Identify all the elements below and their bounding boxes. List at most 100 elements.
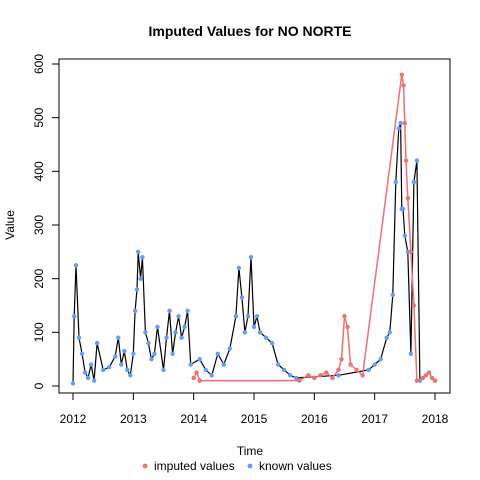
x-tick-label: 2017 xyxy=(361,412,388,426)
data-point-known-values xyxy=(288,373,293,378)
legend-label-imputed-values: imputed values xyxy=(154,459,235,473)
data-point-known-values xyxy=(138,276,143,281)
data-point-known-values xyxy=(294,375,299,381)
data-point-known-values xyxy=(107,365,112,370)
data-point-imputed-values xyxy=(318,373,323,378)
x-tick-label: 2018 xyxy=(422,412,449,426)
data-point-imputed-values xyxy=(345,324,350,330)
data-point-known-values xyxy=(131,351,136,356)
data-point-known-values xyxy=(215,351,220,356)
data-point-imputed-values xyxy=(401,83,406,88)
data-point-imputed-values xyxy=(399,72,405,77)
data-point-known-values xyxy=(179,335,184,340)
data-point-known-values xyxy=(161,367,166,373)
data-point-known-values xyxy=(119,362,124,367)
data-point-known-values xyxy=(227,346,233,351)
data-point-known-values xyxy=(164,335,169,340)
data-point-known-values xyxy=(125,367,130,373)
legend-label-known-values: known values xyxy=(259,459,332,473)
data-point-imputed-values xyxy=(360,373,365,378)
data-point-known-values xyxy=(72,314,77,319)
data-point-imputed-values xyxy=(429,375,435,381)
data-point-imputed-values xyxy=(342,314,347,319)
data-point-known-values xyxy=(155,324,160,330)
series-line-imputed-values xyxy=(193,74,436,382)
y-tick-label: 200 xyxy=(32,268,46,288)
legend: imputed values known values xyxy=(142,459,332,473)
data-point-known-values xyxy=(94,340,100,346)
data-point-known-values xyxy=(143,330,148,335)
series-line-known-values xyxy=(72,122,421,384)
y-tick-label: 300 xyxy=(32,215,46,235)
data-point-known-values xyxy=(405,249,411,255)
data-point-known-values xyxy=(257,330,263,335)
data-point-known-values xyxy=(173,330,178,335)
data-point-imputed-values xyxy=(324,370,329,375)
y-tick-label: 400 xyxy=(32,161,46,181)
data-point-known-values xyxy=(236,265,242,271)
data-point-known-values xyxy=(167,308,172,314)
data-point-known-values xyxy=(113,354,118,359)
y-tick-label: 0 xyxy=(32,382,46,389)
data-point-known-values xyxy=(263,335,269,340)
data-point-imputed-values xyxy=(194,370,199,375)
x-tick-label: 2013 xyxy=(120,412,147,426)
data-point-known-values xyxy=(239,295,245,300)
data-point-known-values xyxy=(254,314,260,319)
data-point-known-values xyxy=(176,314,181,319)
y-axis-label: Value xyxy=(3,210,17,240)
data-point-imputed-values xyxy=(403,158,409,163)
data-point-known-values xyxy=(91,378,97,383)
data-point-imputed-values xyxy=(408,249,414,255)
data-point-imputed-values xyxy=(405,195,411,201)
legend-marker-known-values xyxy=(247,463,253,469)
x-axis: 2012 2013 2014 2015 2016 2017 2018 xyxy=(60,392,449,426)
data-point-known-values xyxy=(393,179,398,185)
data-point-known-values xyxy=(146,340,151,346)
data-point-known-values xyxy=(134,287,140,292)
data-point-known-values xyxy=(73,263,79,268)
data-point-known-values xyxy=(79,351,85,356)
data-point-imputed-values xyxy=(348,362,353,367)
data-point-known-values xyxy=(70,381,76,386)
data-point-known-values xyxy=(390,292,395,297)
data-point-known-values xyxy=(387,330,392,335)
data-point-imputed-values xyxy=(432,378,438,383)
data-point-known-values xyxy=(185,308,190,314)
x-tick-label: 2012 xyxy=(60,412,87,426)
data-point-imputed-values xyxy=(306,373,311,378)
data-point-known-values xyxy=(76,335,82,340)
y-axis: 0 100 200 300 400 500 600 xyxy=(32,54,60,389)
data-point-imputed-values xyxy=(423,373,429,378)
y-tick-label: 600 xyxy=(32,54,46,74)
series-layer xyxy=(70,72,438,386)
data-point-imputed-values xyxy=(197,378,202,383)
data-point-known-values xyxy=(242,330,248,335)
x-tick-label: 2016 xyxy=(301,412,328,426)
chart-title: Imputed Values for NO NORTE xyxy=(148,23,351,39)
data-point-known-values xyxy=(269,340,275,346)
data-point-known-values xyxy=(135,249,141,255)
data-point-imputed-values xyxy=(336,367,341,373)
data-point-imputed-values xyxy=(402,120,408,126)
data-point-known-values xyxy=(402,233,408,238)
data-point-known-values xyxy=(411,179,417,185)
data-point-imputed-values xyxy=(339,356,344,362)
x-tick-label: 2015 xyxy=(241,412,268,426)
data-point-known-values xyxy=(245,314,251,319)
data-point-known-values xyxy=(182,324,187,330)
data-point-known-values xyxy=(100,367,106,373)
data-point-known-values xyxy=(251,324,257,330)
data-point-known-values xyxy=(366,367,371,373)
data-point-known-values xyxy=(170,351,175,356)
data-point-known-values xyxy=(396,126,401,131)
legend-marker-imputed-values xyxy=(142,463,148,469)
data-point-known-values xyxy=(140,255,145,260)
data-point-known-values xyxy=(372,362,377,367)
data-point-known-values xyxy=(82,370,88,375)
data-point-imputed-values xyxy=(330,375,335,381)
data-point-imputed-values xyxy=(297,378,302,383)
data-point-known-values xyxy=(116,335,121,340)
x-tick-label: 2014 xyxy=(180,412,207,426)
data-point-imputed-values xyxy=(354,367,359,373)
